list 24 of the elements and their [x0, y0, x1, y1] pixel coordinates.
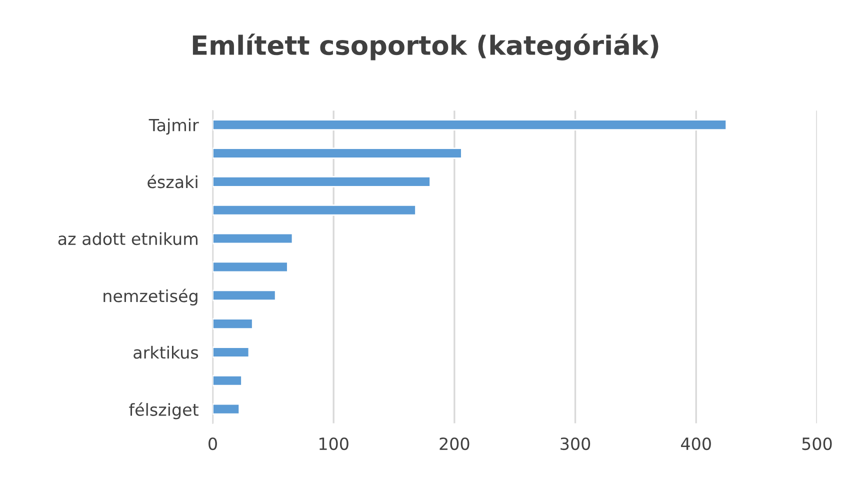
x-tick-label: 0: [208, 437, 217, 450]
bar: [212, 148, 462, 159]
x-tick-label: 500: [802, 437, 832, 450]
x-tick-label: 100: [320, 437, 348, 450]
bar: [212, 232, 294, 244]
bar: [212, 176, 431, 188]
x-tick-label: 400: [681, 437, 711, 450]
bar: [212, 374, 242, 386]
y-tick-label: az adott etnikum: [58, 232, 198, 246]
chart-title: Említett csoportok (kategóriák): [192, 34, 658, 60]
y-tick-label: Tajmir: [148, 118, 199, 135]
bar: [212, 204, 416, 216]
bar: [212, 290, 276, 302]
bar: [212, 119, 728, 131]
x-tick-label: 200: [440, 437, 470, 450]
y-tick-label: nemzetiség: [104, 288, 198, 306]
bar: [212, 346, 250, 358]
bar: [212, 403, 240, 415]
y-tick-label: északi: [148, 174, 198, 188]
bar: [212, 261, 288, 273]
bar: [212, 318, 254, 330]
x-tick-label: 300: [560, 437, 590, 450]
y-tick-label: arktikus: [134, 346, 198, 359]
y-tick-label: félsziget: [129, 402, 198, 420]
